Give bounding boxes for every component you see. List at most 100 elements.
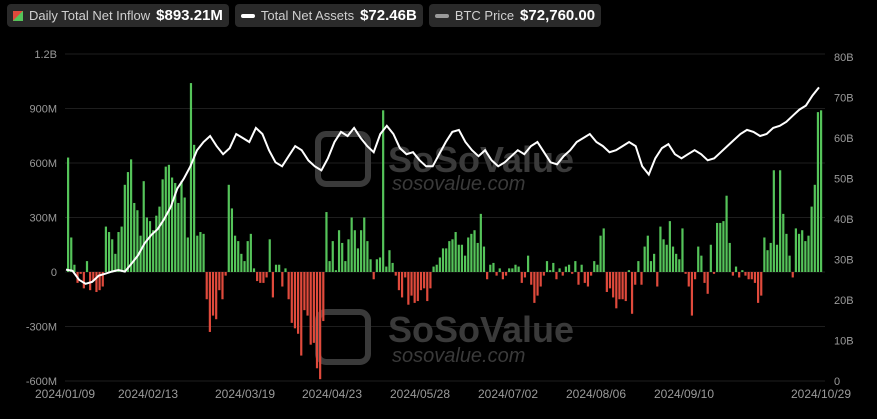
- inflow-bar: [769, 242, 772, 272]
- inflow-bar: [612, 272, 615, 298]
- inflow-bar: [341, 242, 344, 272]
- inflow-bar: [142, 181, 145, 272]
- inflow-bar: [728, 242, 731, 272]
- inflow-bar: [586, 272, 590, 287]
- inflow-bar: [218, 272, 221, 291]
- inflow-bar: [413, 272, 416, 303]
- inflow-bar: [687, 272, 690, 287]
- inflow-bar: [523, 272, 527, 278]
- y-right-tick-label: 60B: [834, 133, 854, 145]
- inflow-bar: [221, 272, 224, 300]
- total-net-assets-line: [65, 86, 820, 285]
- legend-label-assets: Total Net Assets: [260, 8, 355, 23]
- inflow-bar: [303, 272, 306, 311]
- inflow-bar: [536, 272, 539, 296]
- inflow-bar: [486, 272, 489, 280]
- inflow-bar: [319, 272, 322, 380]
- inflow-bar: [315, 272, 319, 369]
- inflow-bar: [797, 233, 801, 272]
- axes: 1.2B 900M 600M 300M 0 -300M -600M 80B 70B 60B 50B 4…: [26, 49, 854, 401]
- inflow-bar: [117, 232, 120, 272]
- inflow-bar: [457, 244, 460, 272]
- inflow-bar: [734, 266, 738, 272]
- inflow-bar: [602, 228, 605, 272]
- legend-item-total-net-assets[interactable]: Total Net Assets $72.46B: [234, 4, 423, 27]
- inflow-bar: [268, 239, 271, 272]
- inflow-bar: [479, 213, 482, 272]
- y-right-tick-label: 30B: [834, 255, 854, 267]
- inflow-bar: [656, 272, 659, 287]
- inflow-bar: [697, 246, 700, 272]
- legend-item-btc-price[interactable]: BTC Price $72,760.00: [428, 4, 602, 27]
- inflow-bar: [744, 272, 747, 276]
- inflow-bar: [416, 272, 419, 302]
- inflow-bar: [608, 272, 612, 289]
- inflow-bar: [706, 272, 709, 294]
- inflow-bar: [788, 255, 791, 272]
- inflow-bar: [183, 197, 186, 272]
- y-right-tick-label: 50B: [834, 174, 854, 186]
- inflow-bar: [372, 272, 375, 280]
- inflow-bar: [410, 272, 413, 296]
- inflow-bar: [681, 228, 684, 272]
- inflow-bar: [791, 272, 794, 278]
- inflow-bar: [133, 202, 136, 272]
- inflow-bar: [375, 259, 378, 272]
- inflow-bar: [306, 272, 309, 316]
- inflow-bar: [445, 248, 448, 272]
- inflow-bar: [385, 266, 388, 272]
- y-left-tick-label: -300M: [26, 322, 57, 334]
- inflow-bar: [230, 208, 234, 272]
- watermark-bottom: SoSoValue sosovalue.com: [315, 309, 574, 367]
- inflow-bar: [152, 230, 155, 272]
- inflow-bar: [558, 268, 561, 272]
- inflow-bar: [130, 159, 133, 272]
- inflow-bars: [67, 83, 823, 380]
- y-right-tick-label: 20B: [834, 295, 854, 307]
- inflow-bar: [404, 272, 407, 278]
- watermark-logo-icon: [315, 309, 371, 365]
- inflow-bar: [599, 235, 602, 272]
- x-tick-label: 2024/02/13: [118, 387, 178, 401]
- inflow-bar: [249, 233, 252, 272]
- inflow-bar: [136, 210, 139, 272]
- inflow-bar: [274, 264, 278, 272]
- inflow-bar: [807, 235, 810, 272]
- inflow-bar: [82, 272, 85, 289]
- inflow-bar: [407, 272, 410, 305]
- inflow-bar: [281, 272, 284, 287]
- inflow-bar: [170, 177, 174, 272]
- inflow-bar: [158, 206, 161, 272]
- inflow-bar: [397, 272, 401, 291]
- inflow-bar: [476, 242, 479, 272]
- inflow-bar: [643, 246, 646, 272]
- inflow-swatch-icon: [13, 10, 23, 21]
- inflow-bar: [627, 270, 631, 272]
- inflow-bar: [378, 257, 382, 272]
- inflow-bar: [801, 230, 804, 272]
- y-left-tick-label: 600M: [29, 158, 57, 170]
- inflow-bar: [366, 241, 369, 272]
- inflow-bar: [709, 244, 712, 272]
- x-tick-label: 2024/05/28: [390, 387, 450, 401]
- legend-item-daily-net-inflow[interactable]: Daily Total Net Inflow $893.21M: [7, 4, 229, 27]
- inflow-bar: [511, 268, 514, 272]
- inflow-bar: [605, 272, 608, 292]
- inflow-bar: [766, 250, 769, 272]
- inflow-bar: [653, 253, 656, 272]
- legend-label-btc: BTC Price: [454, 8, 515, 23]
- inflow-bar: [596, 264, 599, 272]
- inflow-bar: [454, 232, 457, 272]
- inflow-bar: [615, 272, 618, 309]
- inflow-bar: [451, 239, 454, 272]
- inflow-bar: [435, 264, 438, 272]
- inflow-bar: [259, 272, 262, 283]
- inflow-bar: [419, 272, 423, 291]
- inflow-bar: [712, 272, 716, 274]
- inflow-bar: [211, 272, 215, 316]
- inflow-bar: [246, 241, 249, 272]
- inflow-bar: [816, 112, 820, 272]
- watermark-logo-icon: [315, 131, 371, 187]
- inflow-bar: [85, 261, 89, 272]
- inflow-bar: [114, 253, 117, 272]
